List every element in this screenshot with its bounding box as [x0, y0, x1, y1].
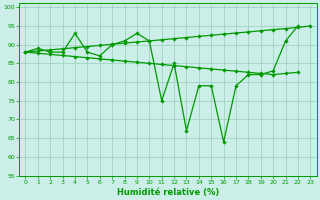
X-axis label: Humidité relative (%): Humidité relative (%) — [117, 188, 219, 197]
